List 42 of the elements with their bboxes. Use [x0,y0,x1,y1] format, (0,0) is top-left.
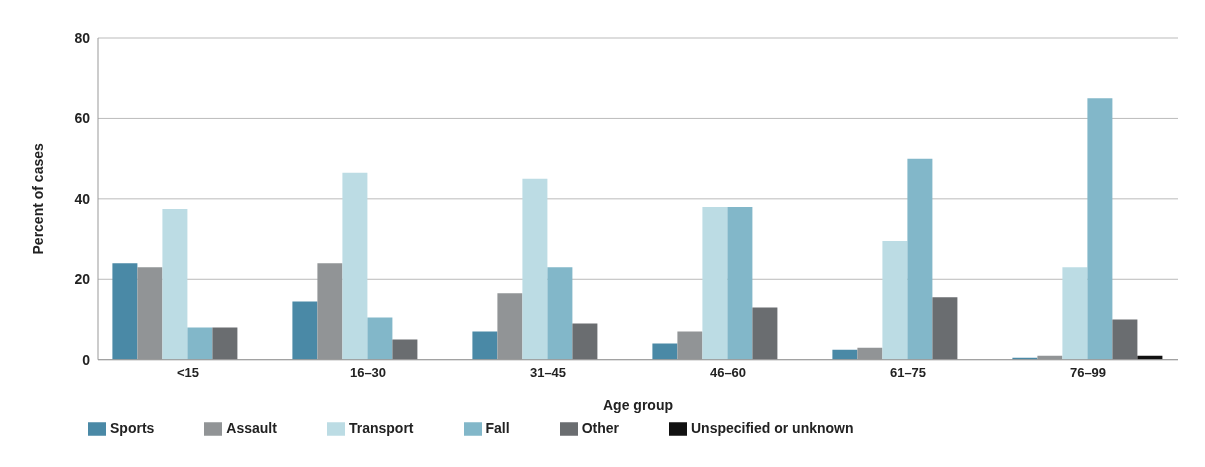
bar [1087,98,1113,360]
bar [392,339,418,360]
bar [522,178,548,360]
y-tick-label: 0 [82,351,91,368]
x-tick-label: 16–30 [349,364,387,380]
x-tick-label: 31–45 [529,364,567,380]
legend-label: Assault [226,419,277,436]
bar [652,343,678,360]
bar [472,331,498,360]
bar [187,327,213,360]
legend-label: Unspecified or unknown [690,419,854,436]
bar [212,327,238,360]
bar [572,323,598,360]
bar [342,172,368,360]
y-tick-label: 60 [74,110,91,127]
y-tick-label: 80 [74,29,91,46]
bar [1062,267,1088,360]
legend-label: Other [581,419,619,436]
bar [367,317,393,360]
bar [727,206,753,360]
bar [882,241,908,360]
y-axis-title: Percent of cases [29,143,46,255]
legend-label: Transport [348,419,414,436]
x-tick-label: 61–75 [889,364,927,380]
bar [112,263,138,360]
bar [752,307,778,360]
bar [1112,319,1138,360]
x-tick-label: <15 [176,364,200,380]
x-tick-label: 76–99 [1069,364,1107,380]
x-tick-label: 46–60 [709,364,747,380]
y-tick-label: 40 [74,190,91,207]
bar [547,267,573,360]
bar [932,297,958,360]
x-axis-title: Age group [603,396,673,413]
bar [702,206,728,360]
y-tick-label: 20 [74,271,91,288]
bar [162,208,188,360]
bar [832,349,858,360]
legend-label: Fall [485,419,510,436]
bar [292,301,318,360]
legend-label: Sports [110,419,155,436]
bar [907,158,933,360]
